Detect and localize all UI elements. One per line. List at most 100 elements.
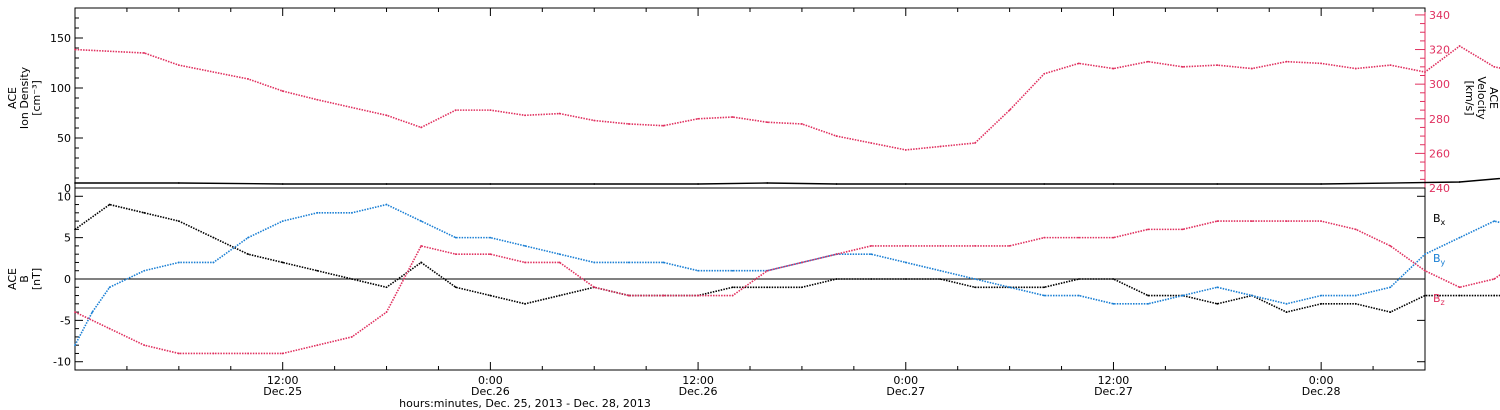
- velocity-tick-label-1: 260: [1429, 147, 1450, 160]
- velocity-point-33: [1320, 62, 1323, 65]
- velocity-point-4: [281, 90, 284, 92]
- by-point-12: [454, 236, 457, 239]
- bz-point-7: [316, 344, 319, 347]
- density-point-11: [1112, 183, 1115, 185]
- velocity-point-12: [593, 119, 596, 122]
- x-tick-time-0: 12:00: [267, 374, 299, 387]
- b-axis-label: ACEB[nT]: [6, 268, 43, 290]
- bx-point-39: [1424, 294, 1426, 297]
- top-panel-frame: [74, 7, 1426, 189]
- bx-point-38: [1389, 311, 1392, 313]
- velocity-point-13: [627, 123, 630, 125]
- bz-point-36: [1320, 220, 1323, 222]
- bz-point-23: [870, 245, 873, 247]
- density-point-4: [489, 183, 492, 185]
- bz-point-14: [558, 261, 561, 264]
- density-point-0: [74, 182, 76, 184]
- bx-point-14: [558, 294, 561, 297]
- bz-point-41: [1493, 278, 1496, 280]
- bx-point-25: [939, 278, 942, 280]
- bz-point-24: [904, 245, 907, 247]
- bz-point-39: [1424, 269, 1426, 272]
- bx-point-4: [212, 236, 215, 239]
- velocity-point-25: [1043, 72, 1046, 75]
- velocity-point-28: [1147, 60, 1149, 63]
- bx-point-9: [385, 286, 388, 289]
- by-point-9: [351, 211, 353, 214]
- legend-subscript: x: [1441, 218, 1446, 227]
- by-point-29: [1043, 294, 1046, 297]
- bx-point-33: [1216, 302, 1219, 305]
- bz-point-19: [731, 294, 734, 297]
- velocity-point-2: [177, 64, 180, 67]
- bx-point-28: [1043, 286, 1046, 289]
- bx-point-29: [1077, 278, 1080, 280]
- b-tick-label-0: -10: [53, 356, 71, 369]
- bz-point-12: [489, 253, 492, 256]
- legend-subscript: y: [1441, 258, 1446, 267]
- velocity-point-16: [731, 116, 734, 118]
- by-point-36: [1285, 302, 1288, 305]
- velocity-point-37: [1458, 45, 1461, 47]
- b-axis-label-line: [nT]: [30, 268, 43, 290]
- bz-point-29: [1077, 236, 1080, 239]
- by-point-17: [627, 261, 630, 264]
- bx-point-31: [1147, 294, 1149, 297]
- bx-point-5: [247, 253, 249, 256]
- legend-bx: Bx: [1433, 212, 1446, 227]
- by-point-24: [870, 253, 873, 256]
- time-axis: 12:00Dec.250:00Dec.2612:00Dec.260:00Dec.…: [74, 8, 1426, 410]
- velocity-tick-label-0: 240: [1429, 182, 1450, 195]
- density-point-10: [1043, 183, 1046, 185]
- by-point-19: [697, 269, 699, 272]
- density-tick-label-2: 100: [50, 82, 71, 95]
- velocity-axis-label-line: [km/s]: [1463, 80, 1476, 115]
- bx-point-3: [177, 220, 180, 222]
- by-point-7: [281, 220, 284, 222]
- velocity-point-32: [1285, 60, 1288, 63]
- by-point-28: [1008, 286, 1011, 289]
- bz-point-40: [1458, 286, 1461, 289]
- x-tick-day-1: Dec.26: [471, 385, 510, 398]
- by-point-42: [1493, 220, 1496, 222]
- bz-point-15: [593, 286, 596, 289]
- bz-point-26: [974, 245, 976, 247]
- bx-point-10: [420, 261, 423, 264]
- velocity-point-29: [1181, 65, 1184, 68]
- bz-point-10: [420, 245, 423, 247]
- bz-point-9: [385, 311, 388, 313]
- b-axis-label-line: B: [18, 275, 31, 283]
- legend-by: By: [1433, 252, 1446, 267]
- by-point-11: [420, 220, 423, 222]
- density-point-8: [835, 183, 838, 185]
- bx-point-19: [731, 286, 734, 289]
- bx-series: [74, 203, 1500, 313]
- bz-point-30: [1112, 236, 1115, 239]
- bz-point-5: [247, 352, 249, 355]
- velocity-point-10: [524, 114, 526, 117]
- legend-bz: Bz: [1433, 292, 1445, 307]
- by-point-1: [91, 311, 94, 313]
- legend-letter: B: [1433, 252, 1441, 265]
- by-point-41: [1458, 236, 1461, 239]
- by-point-14: [524, 245, 526, 247]
- velocity-tick-label-3: 300: [1429, 78, 1450, 91]
- b-tick-label-4: 10: [57, 190, 71, 203]
- density-axis-label: ACEIon Density[cm⁻³]: [6, 66, 43, 129]
- x-tick-day-4: Dec.27: [1094, 385, 1133, 398]
- by-point-34: [1216, 286, 1219, 289]
- x-tick-time-2: 12:00: [682, 374, 714, 387]
- density-axis-label-line: ACE: [6, 87, 19, 109]
- density-point-6: [697, 183, 699, 185]
- bz-point-37: [1354, 228, 1357, 231]
- bz-point-8: [351, 336, 353, 338]
- by-point-15: [558, 253, 561, 256]
- density-tick-label-1: 50: [57, 132, 71, 145]
- by-point-26: [939, 269, 942, 272]
- density-series: [75, 177, 1500, 185]
- by-point-4: [177, 261, 180, 264]
- x-tick-time-5: 0:00: [1309, 374, 1334, 387]
- density-point-1: [177, 182, 180, 184]
- by-point-40: [1424, 253, 1426, 256]
